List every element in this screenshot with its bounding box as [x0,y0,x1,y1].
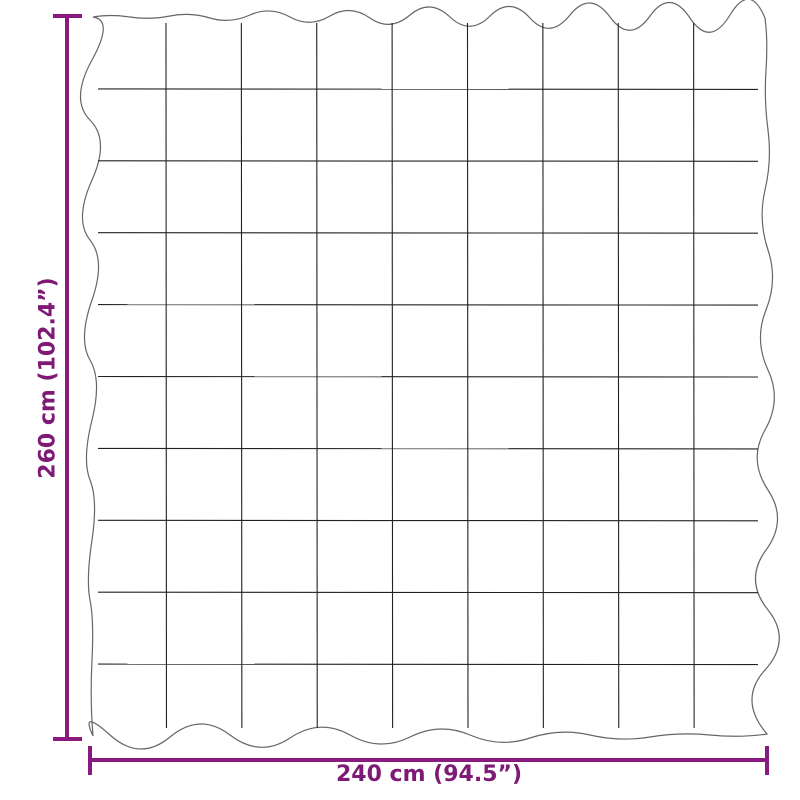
vertical-stitch-line [617,22,620,729]
horizontal-stitch-line [97,232,759,234]
vertical-stitch-line [391,22,394,729]
horizontal-stitch-line [97,663,759,666]
vertical-stitch-line [542,22,544,729]
quilt-stitch-grid [97,22,759,729]
height-label: 260 cm (102.4”) [35,277,61,479]
horizontal-stitch-line [97,304,759,306]
width-dimension-line [88,746,769,775]
horizontal-stitch-line [97,375,759,378]
vertical-stitch-line [240,22,243,729]
height-dimension-line [53,14,82,741]
horizontal-stitch-line [97,447,759,450]
vertical-stitch-line [165,22,168,729]
horizontal-stitch-line [97,160,759,162]
width-label: 240 cm (94.5”) [335,762,523,787]
horizontal-stitch-line [97,519,759,522]
horizontal-stitch-line [97,88,759,90]
blanket-outline [79,0,780,750]
vertical-stitch-line [693,22,695,729]
vertical-stitch-line [316,22,318,729]
vertical-stitch-line [466,22,469,729]
horizontal-stitch-line [97,591,759,594]
